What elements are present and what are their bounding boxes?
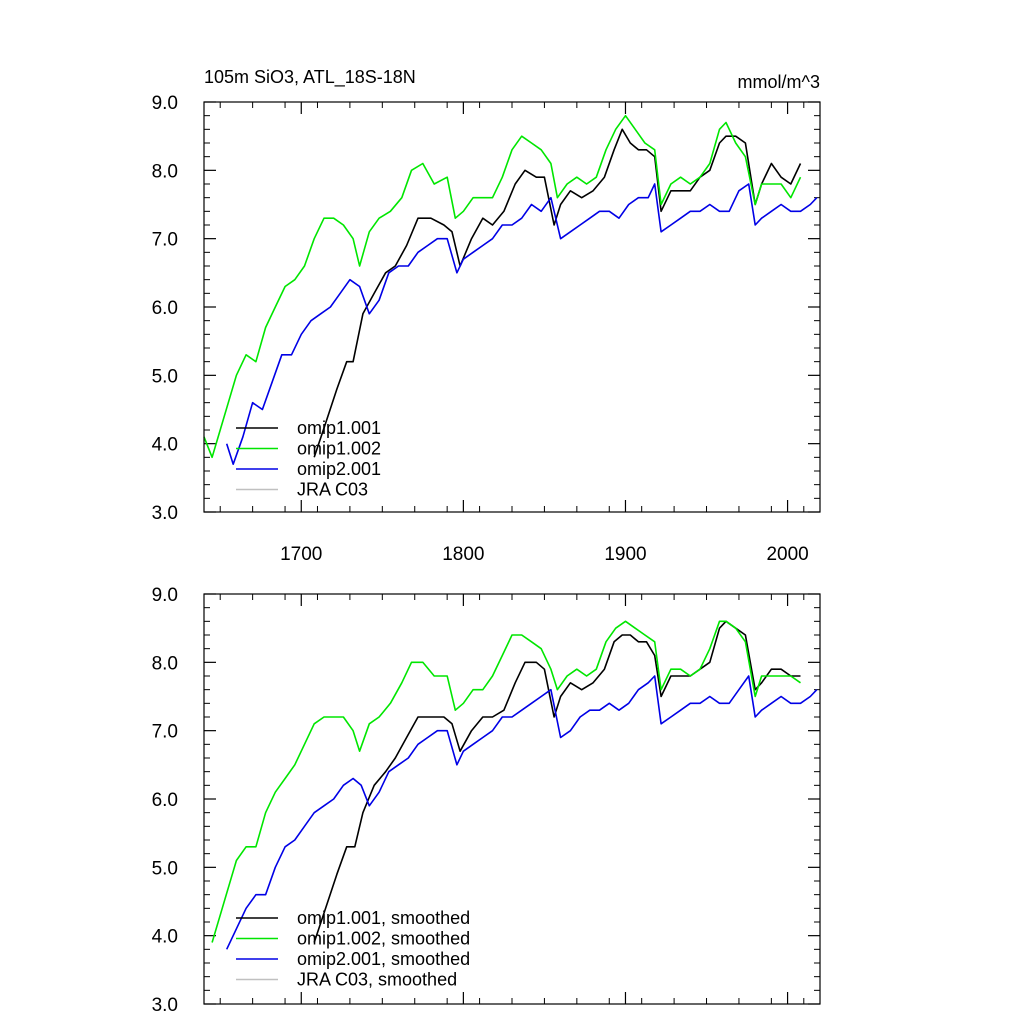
series-line-omip1-001-smoothed — [313, 620, 801, 943]
y-tick-label: 3.0 — [152, 503, 178, 524]
x-tick-label: 1800 — [442, 544, 484, 565]
legend-label: omip2.001, smoothed — [297, 949, 470, 969]
panel-raw-timeseries: 105m SiO3, ATL_18S-18N mmol/m^3 3.0 4.0 5.… — [152, 67, 821, 565]
series-line-omip1-002 — [203, 114, 802, 459]
y-tick-label: 7.0 — [152, 722, 178, 743]
x-tick-label: 1900 — [604, 544, 646, 565]
series-line-omip1-001 — [313, 128, 802, 458]
y-tick-label: 7.0 — [152, 230, 178, 251]
y-tick-label: 8.0 — [152, 653, 178, 674]
legend-label: omip2.001 — [297, 459, 381, 479]
x-tick-label: 1700 — [280, 544, 322, 565]
chart-title: 105m SiO3, ATL_18S-18N — [204, 67, 416, 88]
y-tick-label: 6.0 — [152, 790, 178, 811]
legend-label: omip1.001 — [297, 418, 381, 438]
y-tick-label: 4.0 — [152, 927, 178, 948]
legend-label: omip1.001, smoothed — [297, 908, 470, 928]
y-tick-label: 5.0 — [152, 858, 178, 879]
y-tick-label: 5.0 — [152, 366, 178, 387]
y-tick-label: 4.0 — [152, 435, 178, 456]
x-tick-label: 2000 — [766, 544, 808, 565]
y-tick-label: 8.0 — [152, 161, 178, 182]
y-tick-label: 6.0 — [152, 298, 178, 319]
raw-plot-marks: 3.0 4.0 5.0 6.0 7.0 8.0 9.0 1700 1800 1900 2000 omi… — [152, 93, 820, 565]
y-tick-label: 3.0 — [152, 995, 178, 1016]
legend-label: JRA C03 — [297, 480, 368, 500]
units-label: mmol/m^3 — [738, 72, 820, 92]
plot-frame — [203, 101, 821, 513]
legend-label: omip1.002, smoothed — [297, 929, 470, 949]
legend-label: omip1.002 — [297, 439, 381, 459]
y-tick-label: 9.0 — [152, 585, 178, 606]
legend-label: JRA C03, smoothed — [297, 970, 457, 990]
series-line-omip2-001-smoothed — [225, 675, 818, 950]
series-line-omip2-001 — [225, 183, 818, 466]
smoothed-plot-marks: 3.0 4.0 5.0 6.0 7.0 8.0 9.0 omip1.001, smoothed… — [152, 585, 820, 1016]
series-line-omip1-002-smoothed — [211, 620, 801, 943]
y-tick-label: 9.0 — [152, 93, 178, 114]
plot-frame — [203, 593, 821, 1005]
panel-smoothed-timeseries: 3.0 4.0 5.0 6.0 7.0 8.0 9.0 omip1.001, smoothed… — [152, 585, 821, 1016]
